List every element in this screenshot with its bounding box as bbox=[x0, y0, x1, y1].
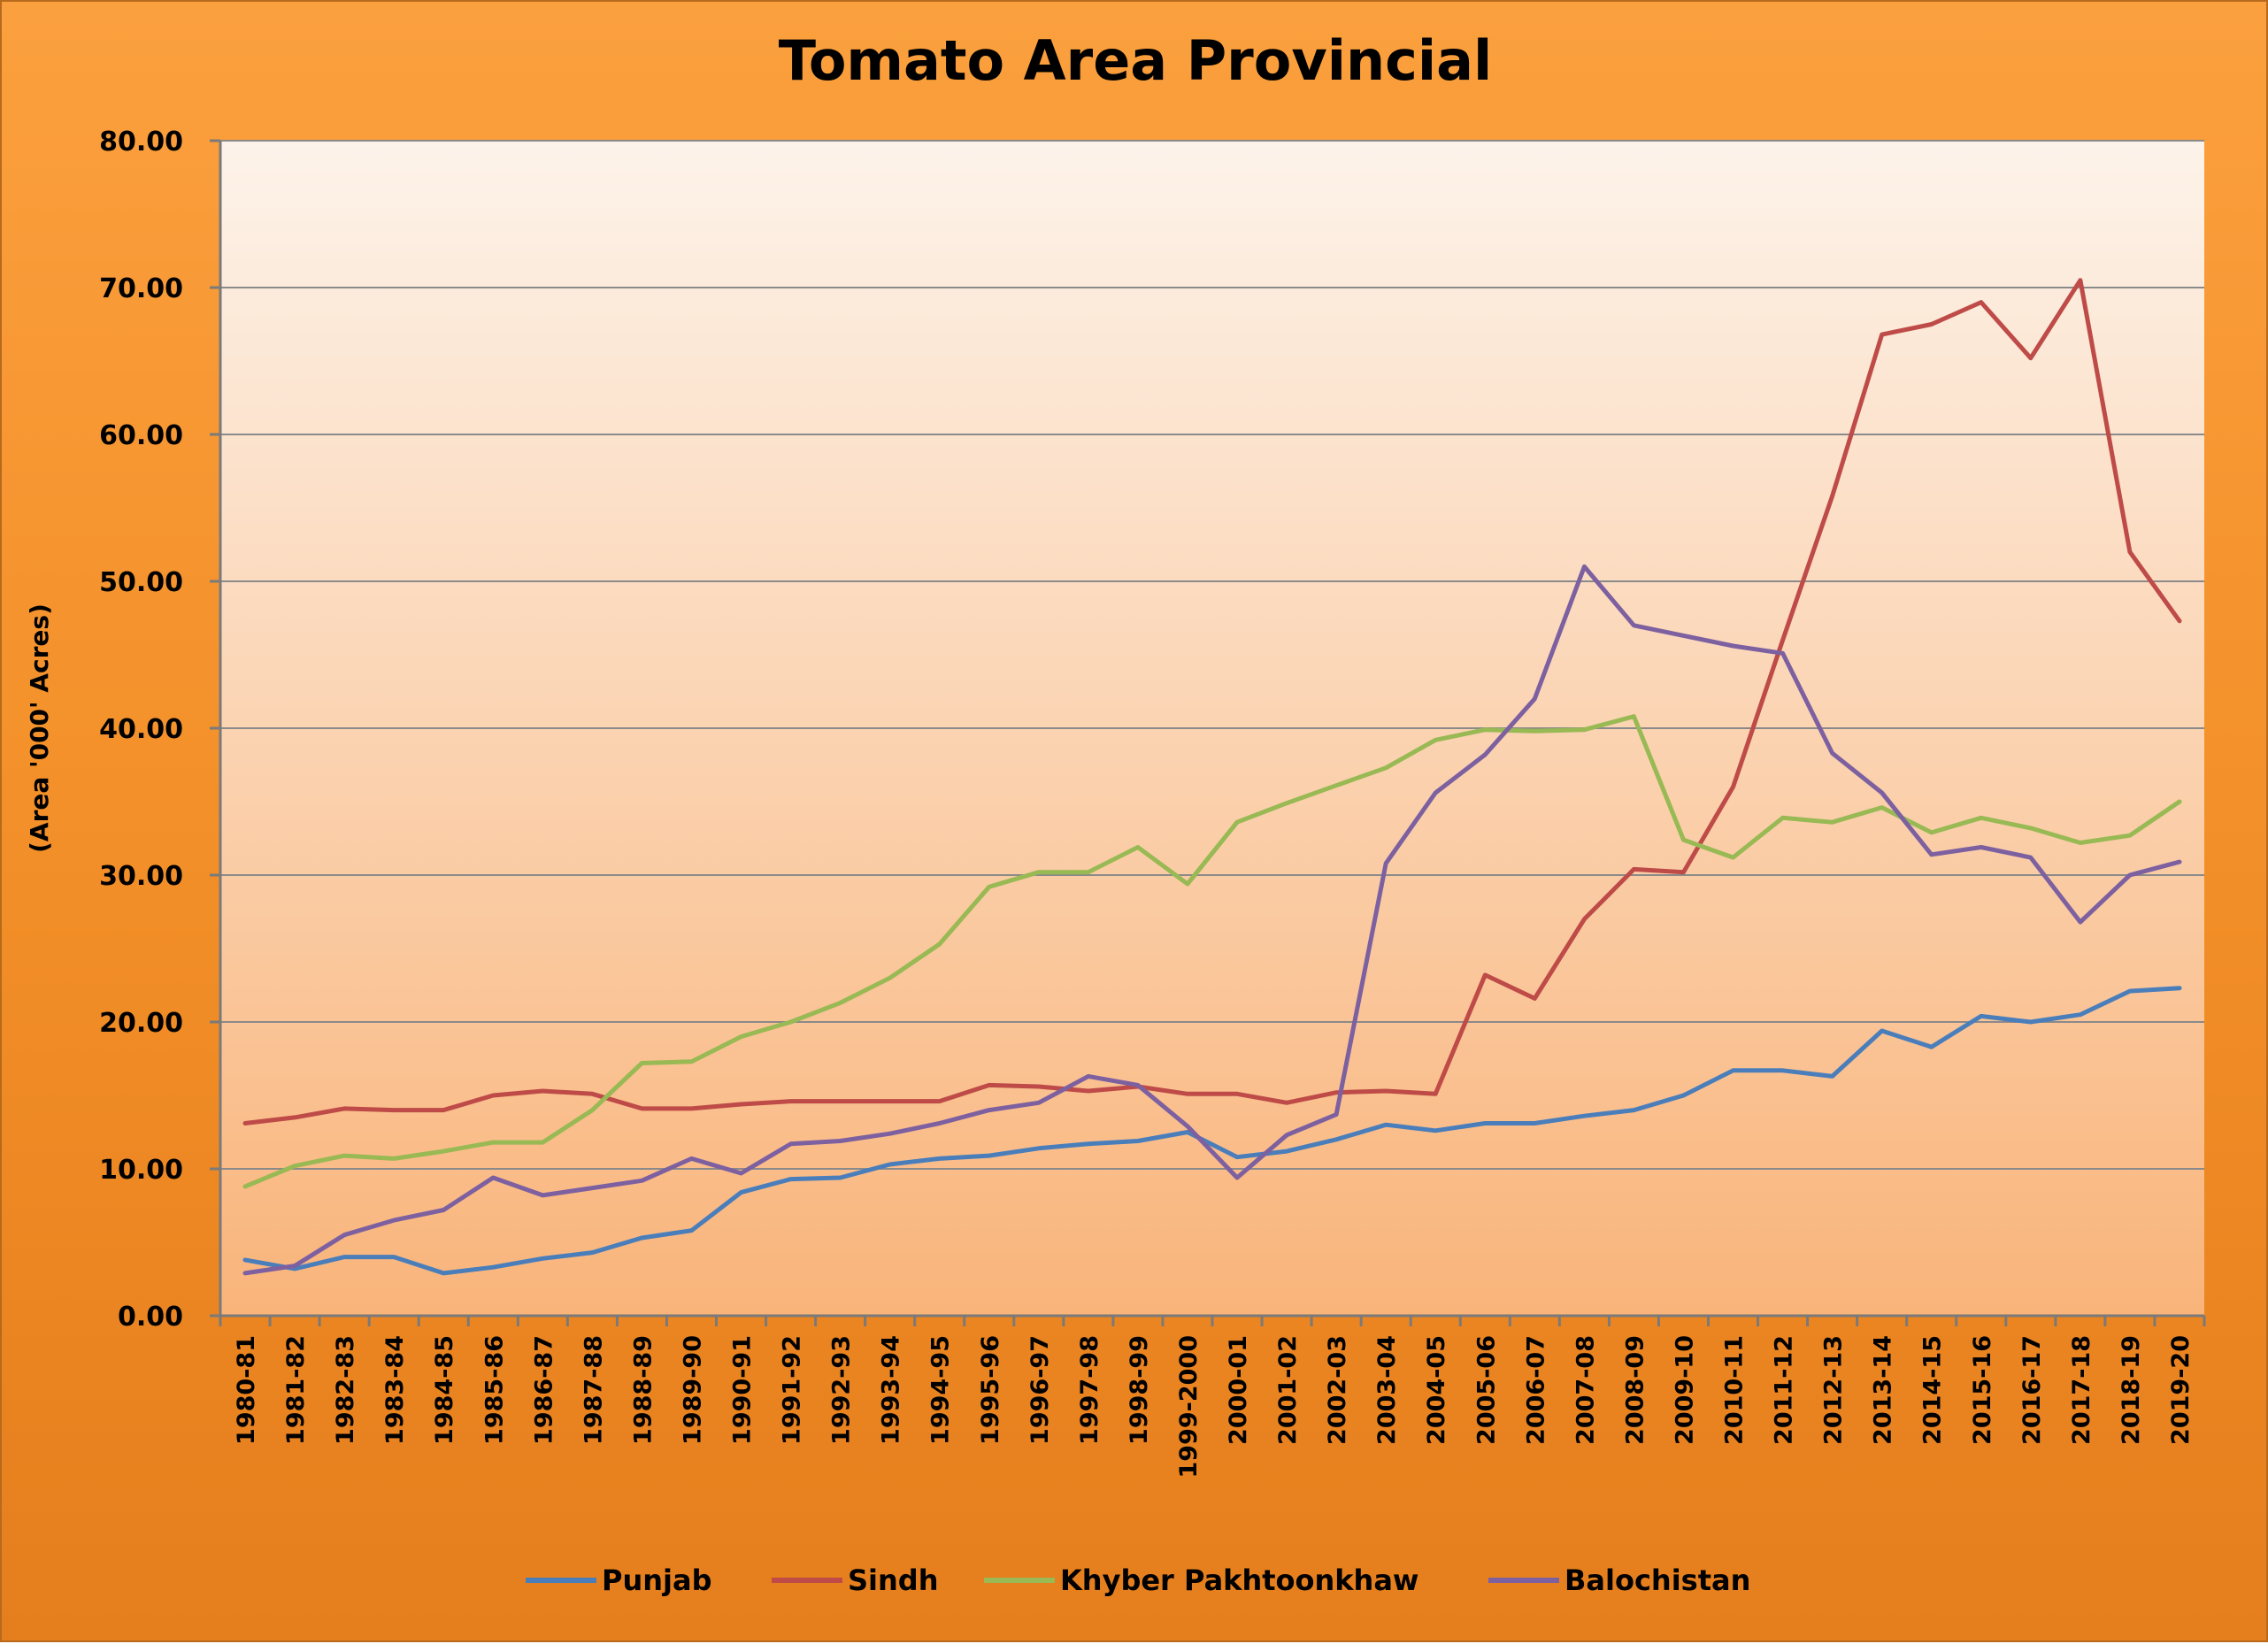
x-tick-label: 1996-97 bbox=[1026, 1335, 1054, 1445]
y-tick-label: 20.00 bbox=[99, 1008, 183, 1039]
series-lines bbox=[242, 278, 2182, 1276]
x-tick-label: 1981-82 bbox=[282, 1335, 310, 1445]
x-tick-label: 2004-05 bbox=[1423, 1335, 1450, 1445]
series-line-sindh bbox=[242, 278, 2182, 1125]
chart-title: Tomato Area Provincial bbox=[779, 28, 1492, 93]
x-tick-label: 2007-08 bbox=[1572, 1335, 1599, 1445]
x-tick-label: 1992-93 bbox=[828, 1335, 856, 1445]
x-tick-label: 1991-92 bbox=[779, 1335, 806, 1445]
x-tick-label: 2013-14 bbox=[1870, 1335, 1897, 1445]
series-line-balochistan bbox=[242, 564, 2182, 1276]
x-tick-label: 1982-83 bbox=[332, 1335, 359, 1445]
y-tick-label: 70.00 bbox=[99, 273, 183, 304]
x-tick-label: 2009-10 bbox=[1671, 1335, 1698, 1445]
x-axis-ticks: 1980-81 1981-82 1982-83 1983-84 1984-85 1985-… bbox=[219, 1316, 2206, 1479]
x-tick-label: 2010-11 bbox=[1721, 1335, 1749, 1445]
x-tick-label: 1986-87 bbox=[530, 1335, 557, 1445]
x-tick-label: 2014-15 bbox=[1919, 1335, 1947, 1445]
y-tick-label: 40.00 bbox=[99, 714, 183, 745]
x-tick-label: 1983-84 bbox=[381, 1335, 409, 1445]
x-tick-label: 2001-02 bbox=[1274, 1335, 1302, 1445]
x-tick-label: 2019-20 bbox=[2167, 1335, 2195, 1445]
x-tick-label: 1985-86 bbox=[481, 1335, 508, 1445]
x-tick-label: 1997-98 bbox=[1076, 1335, 1103, 1445]
x-tick-label: 2005-06 bbox=[1472, 1335, 1500, 1445]
series-line-khyber-pakhtoonkhaw bbox=[242, 714, 2182, 1189]
x-tick-label: 2015-16 bbox=[1969, 1335, 1996, 1445]
x-tick-label: 1999-2000 bbox=[1175, 1335, 1203, 1479]
y-axis-label: (Area '000' Acres) bbox=[25, 603, 54, 853]
x-tick-label: 1990-91 bbox=[729, 1335, 757, 1445]
x-tick-label: 2000-01 bbox=[1225, 1335, 1252, 1445]
y-tick-label: 60.00 bbox=[99, 420, 183, 451]
series-line-punjab bbox=[242, 986, 2182, 1276]
legend-label-balochistan: Balochistan bbox=[1565, 1563, 1750, 1597]
legend-label-khyber-pakhtoonkhaw: Khyber Pakhtoonkhaw bbox=[1060, 1563, 1418, 1597]
x-tick-label: 2003-04 bbox=[1373, 1335, 1401, 1445]
x-tick-label: 2006-07 bbox=[1522, 1335, 1549, 1445]
x-tick-label: 1980-81 bbox=[233, 1335, 260, 1445]
x-tick-label: 2016-17 bbox=[2018, 1335, 2046, 1445]
x-tick-label: 1995-96 bbox=[977, 1335, 1004, 1445]
y-axis-ticks: 0.00 10.00 20.00 30.00 40.00 50.00 60.00 70.00 8… bbox=[99, 127, 183, 1333]
x-tick-label: 1994-95 bbox=[927, 1335, 955, 1445]
legend: Punjab Sindh Khyber Pakhtoonkhaw Balochista… bbox=[526, 1563, 1750, 1597]
x-tick-label: 1984-85 bbox=[431, 1335, 458, 1445]
y-tick-label: 10.00 bbox=[99, 1155, 183, 1186]
x-tick-label: 2018-19 bbox=[2118, 1335, 2145, 1445]
x-tick-label: 2017-18 bbox=[2068, 1335, 2095, 1445]
gridlines bbox=[210, 139, 2204, 1318]
x-tick-label: 1998-99 bbox=[1126, 1335, 1153, 1445]
x-tick-label: 2012-13 bbox=[1820, 1335, 1848, 1445]
x-tick-label: 1988-89 bbox=[629, 1335, 657, 1445]
x-tick-label: 2002-03 bbox=[1324, 1335, 1351, 1445]
x-tick-label: 2008-09 bbox=[1621, 1335, 1649, 1445]
y-tick-label: 50.00 bbox=[99, 567, 183, 598]
legend-label-punjab: Punjab bbox=[602, 1563, 711, 1597]
x-tick-label: 2011-12 bbox=[1771, 1335, 1798, 1445]
x-tick-label: 1989-90 bbox=[679, 1335, 706, 1445]
y-tick-label: 30.00 bbox=[99, 861, 183, 892]
y-tick-label: 80.00 bbox=[99, 127, 183, 157]
y-tick-label: 0.00 bbox=[118, 1302, 183, 1333]
x-tick-label: 1993-94 bbox=[878, 1335, 905, 1445]
legend-label-sindh: Sindh bbox=[848, 1563, 938, 1597]
x-tick-label: 1987-88 bbox=[580, 1335, 607, 1445]
